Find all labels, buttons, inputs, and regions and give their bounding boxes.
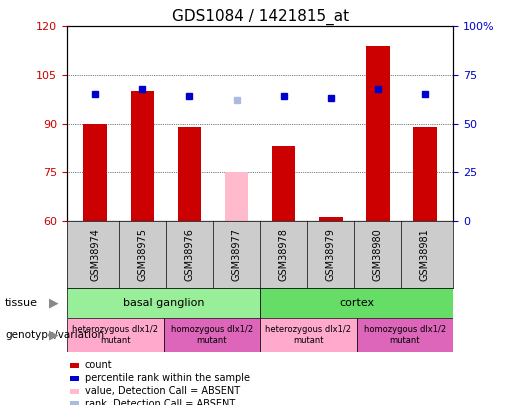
Bar [319, 217, 342, 221]
Text: percentile rank within the sample: percentile rank within the sample [85, 373, 250, 383]
Bar [163, 318, 260, 352]
Text: homozygous dlx1/2
mutant: homozygous dlx1/2 mutant [364, 326, 446, 345]
Text: value, Detection Call = ABSENT: value, Detection Call = ABSENT [85, 386, 240, 396]
Bar [260, 288, 453, 318]
Bar [225, 172, 248, 221]
Bar [67, 318, 163, 352]
Bar [413, 127, 437, 221]
Text: heterozygous dlx1/2
mutant: heterozygous dlx1/2 mutant [72, 326, 158, 345]
Text: GSM38978: GSM38978 [279, 228, 288, 281]
Bar [356, 318, 453, 352]
Text: GSM38977: GSM38977 [232, 228, 242, 281]
Text: genotype/variation: genotype/variation [5, 330, 104, 340]
Bar [366, 46, 390, 221]
Text: GSM38976: GSM38976 [184, 228, 195, 281]
Text: rank, Detection Call = ABSENT: rank, Detection Call = ABSENT [85, 399, 235, 405]
Title: GDS1084 / 1421815_at: GDS1084 / 1421815_at [171, 9, 349, 25]
Text: GSM38981: GSM38981 [420, 228, 430, 281]
Text: count: count [85, 360, 113, 370]
Text: homozygous dlx1/2
mutant: homozygous dlx1/2 mutant [171, 326, 253, 345]
Text: ▶: ▶ [49, 296, 59, 309]
Bar [67, 288, 260, 318]
Bar [260, 318, 356, 352]
Text: ▶: ▶ [49, 328, 59, 342]
Bar [83, 124, 107, 221]
Text: GSM38974: GSM38974 [90, 228, 100, 281]
Text: GSM38979: GSM38979 [325, 228, 336, 281]
Text: cortex: cortex [339, 298, 374, 308]
Text: heterozygous dlx1/2
mutant: heterozygous dlx1/2 mutant [265, 326, 351, 345]
Text: basal ganglion: basal ganglion [123, 298, 204, 308]
Text: GSM38980: GSM38980 [373, 228, 383, 281]
Text: GSM38975: GSM38975 [138, 228, 147, 281]
Bar [178, 127, 201, 221]
Bar [130, 91, 154, 221]
Text: tissue: tissue [5, 298, 38, 308]
Bar [272, 146, 296, 221]
